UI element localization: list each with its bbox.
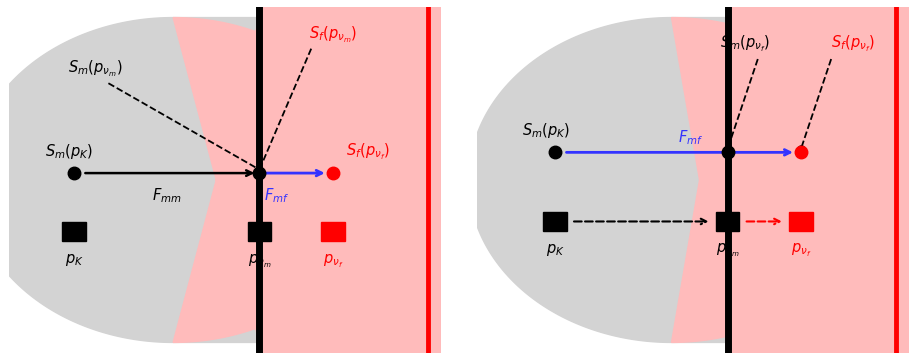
Bar — [543, 212, 567, 231]
Text: $S_f(p_{\nu_f})$: $S_f(p_{\nu_f})$ — [346, 142, 389, 162]
Text: $F_{mf}$: $F_{mf}$ — [263, 187, 289, 206]
Text: $F_{mf}$: $F_{mf}$ — [678, 128, 703, 147]
Polygon shape — [672, 18, 874, 342]
Polygon shape — [728, 7, 909, 353]
Text: $p_{\nu_f}$: $p_{\nu_f}$ — [322, 252, 343, 270]
Text: $p_K$: $p_K$ — [64, 252, 84, 268]
Text: $p_{\nu_m}$: $p_{\nu_m}$ — [248, 252, 271, 270]
Polygon shape — [477, 7, 728, 353]
Polygon shape — [9, 7, 260, 353]
Bar — [789, 212, 812, 231]
Bar — [62, 222, 85, 241]
Bar — [248, 222, 272, 241]
Bar — [716, 212, 740, 231]
Polygon shape — [174, 18, 375, 342]
Polygon shape — [0, 18, 260, 342]
Text: $p_{\nu_f}$: $p_{\nu_f}$ — [790, 242, 812, 259]
Text: $S_f(p_{\nu_f})$: $S_f(p_{\nu_f})$ — [831, 33, 875, 54]
Text: $S_m(p_{\nu_m})$: $S_m(p_{\nu_m})$ — [68, 59, 123, 80]
Bar — [321, 222, 344, 241]
Text: $S_m(p_K)$: $S_m(p_K)$ — [46, 142, 94, 161]
Polygon shape — [469, 18, 728, 342]
Text: $p_{\nu_m}$: $p_{\nu_m}$ — [716, 242, 739, 259]
Text: $S_f(p_{\nu_m})$: $S_f(p_{\nu_m})$ — [308, 24, 357, 45]
Polygon shape — [260, 7, 441, 353]
Text: $S_m(p_K)$: $S_m(p_K)$ — [522, 121, 570, 140]
Text: $p_K$: $p_K$ — [545, 242, 565, 257]
Text: $F_{mm}$: $F_{mm}$ — [151, 187, 182, 206]
Text: $S_m(p_{\nu_f})$: $S_m(p_{\nu_f})$ — [720, 33, 770, 54]
